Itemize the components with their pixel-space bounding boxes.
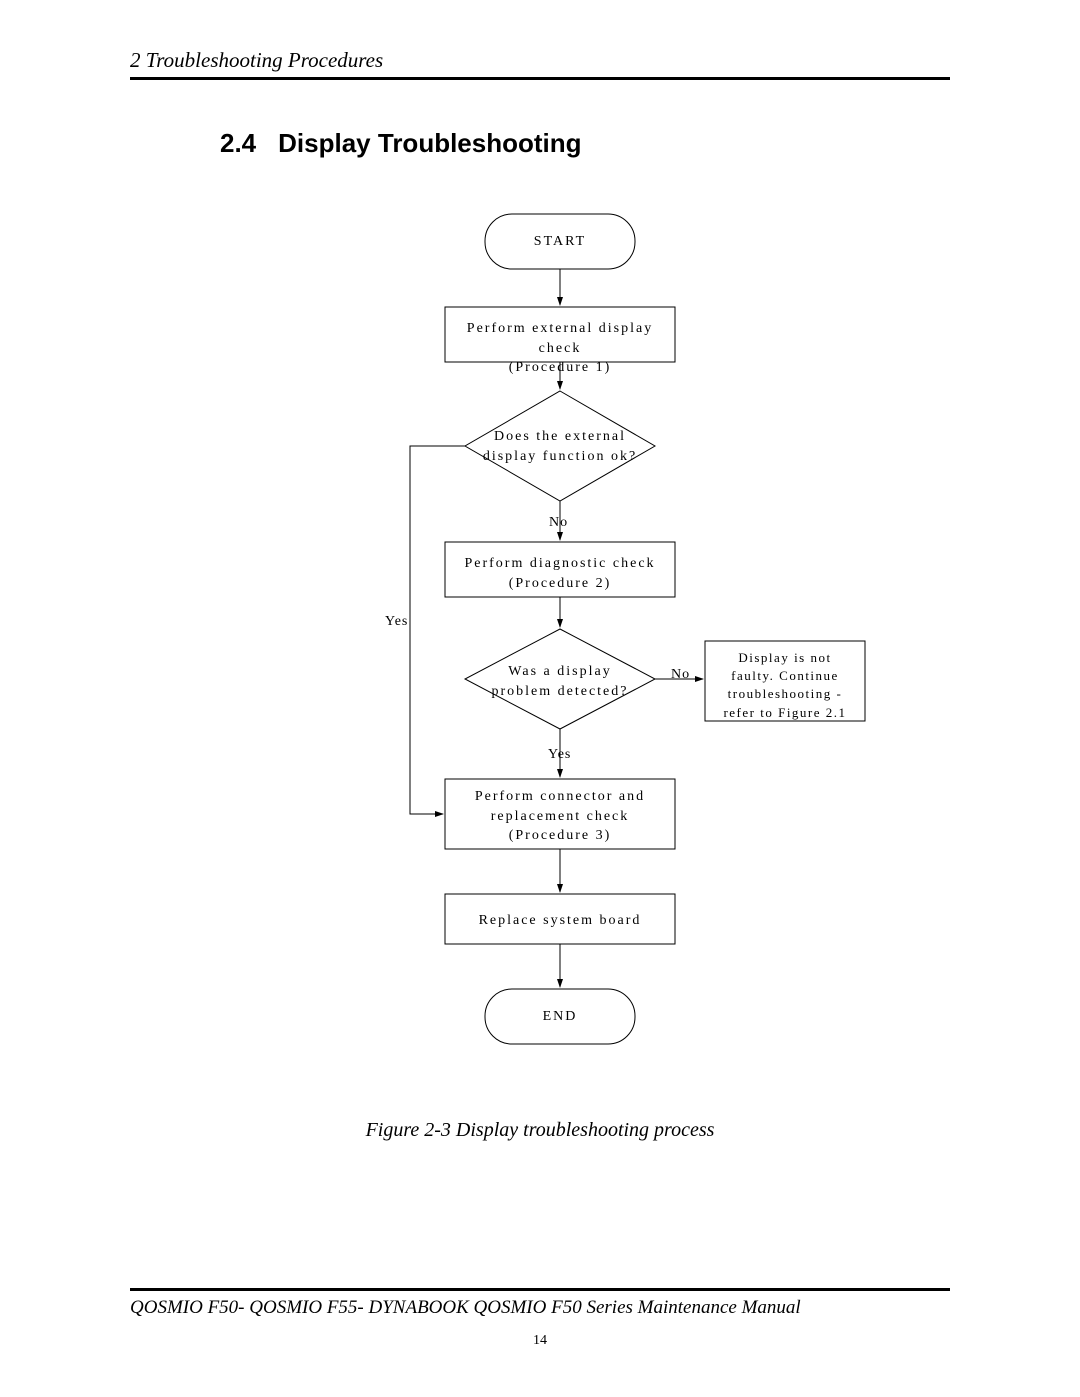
edge-label-yes2: Yes: [548, 747, 571, 763]
flowchart: START Perform external display check (Pr…: [250, 199, 870, 1099]
label-info: Display is not faulty. Continue troubles…: [707, 649, 863, 722]
footer-text: QOSMIO F50- QOSMIO F55- DYNABOOK QOSMIO …: [130, 1288, 950, 1319]
page-number: 14: [130, 1333, 950, 1349]
label-end: END: [485, 1007, 635, 1027]
figure-caption: Figure 2-3 Display troubleshooting proce…: [130, 1119, 950, 1142]
edge-label-yes1: Yes: [385, 614, 408, 630]
label-proc3: Perform connector and replacement check …: [445, 787, 675, 846]
edge-label-no1: No: [549, 515, 568, 531]
label-replace: Replace system board: [445, 911, 675, 931]
edge-yes1: [410, 446, 465, 814]
label-proc1: Perform external display check (Procedur…: [445, 319, 675, 378]
section-title: 2.4 Display Troubleshooting: [220, 128, 950, 159]
page-header: 2 Troubleshooting Procedures: [130, 48, 950, 80]
label-proc2: Perform diagnostic check (Procedure 2): [445, 554, 675, 593]
section-number: 2.4: [220, 128, 256, 158]
edge-label-no2: No: [671, 667, 690, 683]
page: 2 Troubleshooting Procedures 2.4 Display …: [0, 0, 1080, 1397]
label-start: START: [485, 232, 635, 252]
label-dec1: Does the external display function ok?: [465, 427, 655, 466]
page-footer: QOSMIO F50- QOSMIO F55- DYNABOOK QOSMIO …: [130, 1288, 950, 1349]
label-dec2: Was a display problem detected?: [465, 662, 655, 701]
section-heading: Display Troubleshooting: [278, 128, 581, 158]
